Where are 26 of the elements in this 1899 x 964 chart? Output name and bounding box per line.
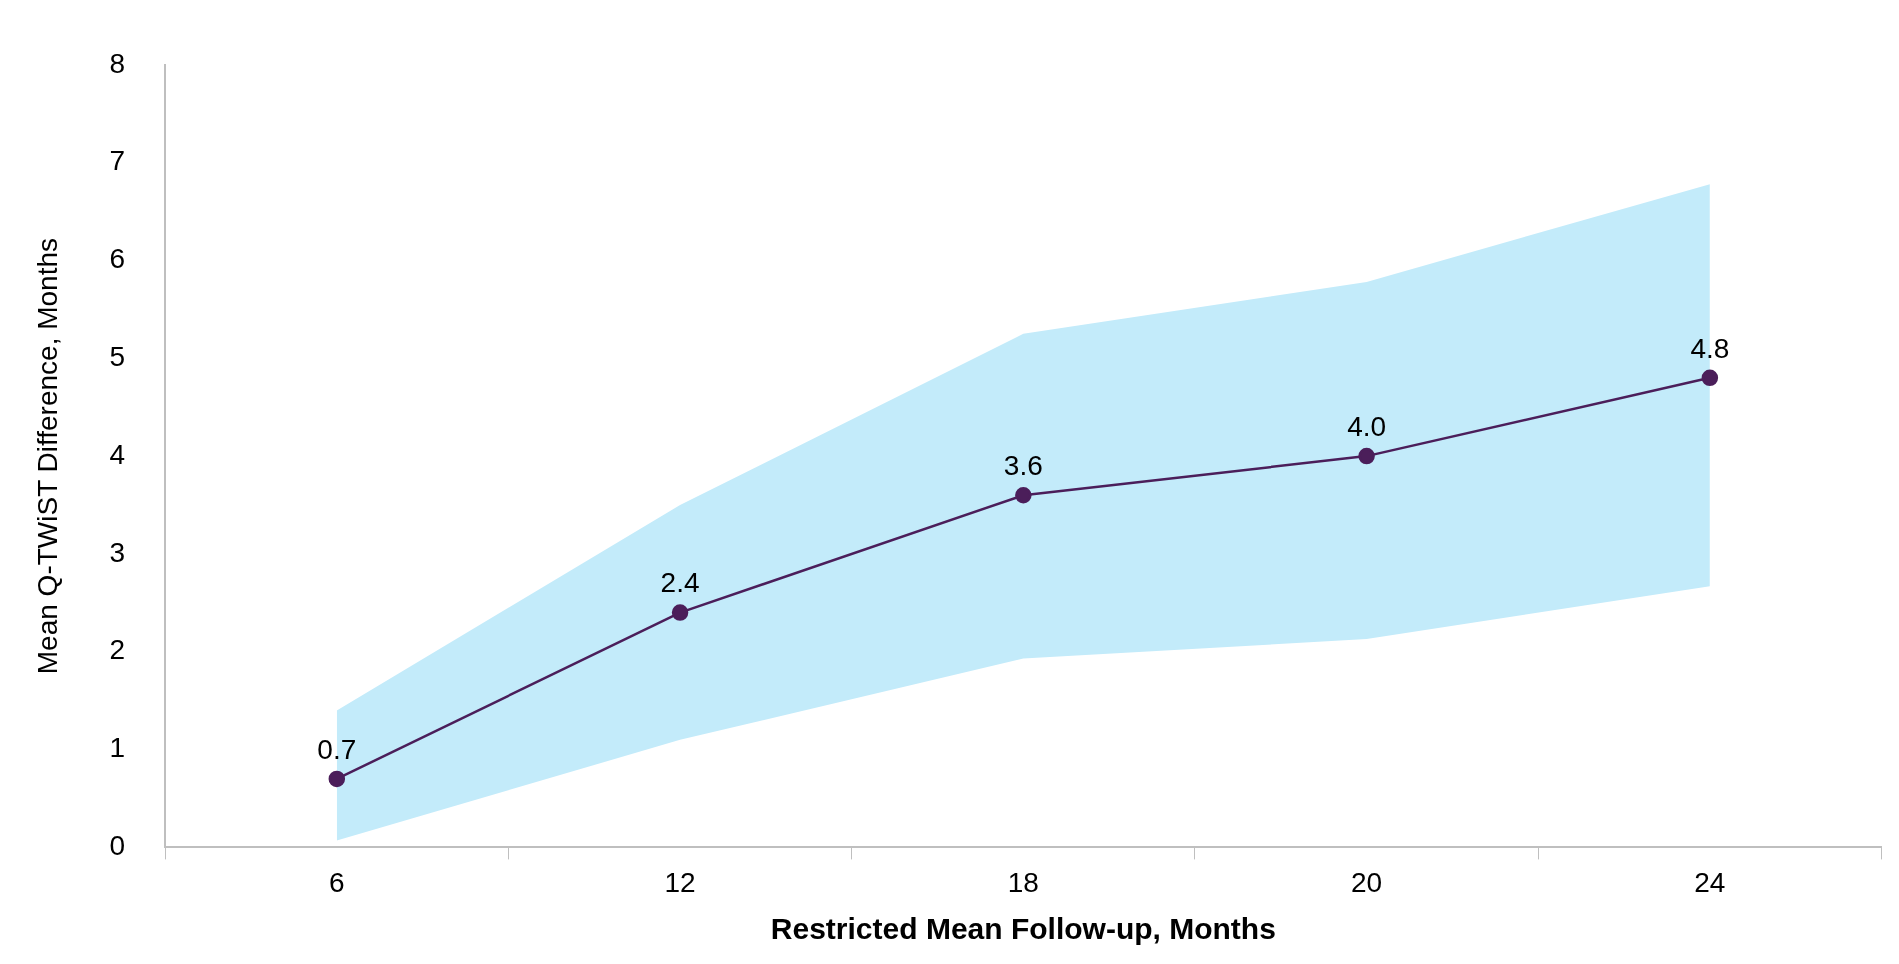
data-label: 4.0 <box>1347 410 1387 442</box>
data-label: 2.4 <box>660 567 700 599</box>
y-tick-label: 8 <box>109 47 126 79</box>
x-tick-label: 18 <box>1007 866 1039 898</box>
x-axis-title: Restricted Mean Follow-up, Months <box>770 912 1276 946</box>
data-label: 4.8 <box>1690 332 1730 364</box>
y-tick-label: 5 <box>109 340 126 372</box>
x-tick-label: 20 <box>1351 866 1383 898</box>
y-tick-label: 6 <box>109 243 126 275</box>
data-label: 0.7 <box>317 733 357 765</box>
y-tick-label: 2 <box>109 634 126 666</box>
data-label: 3.6 <box>1003 449 1043 481</box>
x-tick-label: 24 <box>1694 866 1726 898</box>
x-tick-label: 12 <box>664 866 696 898</box>
y-tick-label: 0 <box>109 830 126 862</box>
point <box>671 604 689 621</box>
x-tick-label: 6 <box>329 866 345 898</box>
y-tick-label: 3 <box>109 536 126 568</box>
point <box>1701 369 1719 387</box>
y-tick-label: 4 <box>109 438 126 470</box>
y-tick-label: 1 <box>109 732 126 764</box>
y-axis-title: Mean Q-TWiST Difference, Months <box>31 237 63 675</box>
point <box>328 770 346 788</box>
point <box>1358 447 1375 465</box>
point <box>1015 486 1032 504</box>
y-tick-label: 7 <box>109 145 126 177</box>
